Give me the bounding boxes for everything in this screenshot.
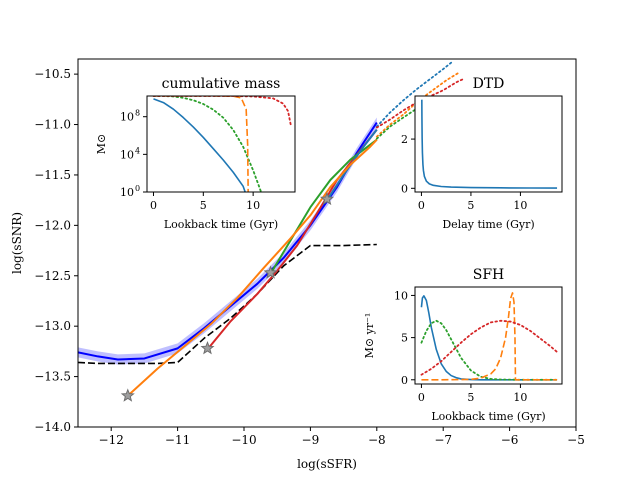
axes-frame bbox=[146, 95, 296, 193]
x-tick-label: −11 bbox=[165, 433, 190, 447]
x-tick-label: 0 bbox=[418, 391, 425, 404]
x-tick-label: 10 bbox=[513, 199, 527, 212]
x-tick-label: −12 bbox=[99, 433, 124, 447]
y-tick-label: −14.0 bbox=[34, 420, 71, 434]
y-tick-label: 10 bbox=[120, 148, 134, 161]
x-tick-label: −5 bbox=[567, 433, 585, 447]
plot-area bbox=[420, 292, 558, 381]
axes-title: DTD bbox=[473, 76, 505, 92]
star-marker-2 bbox=[263, 265, 278, 279]
axes-title: SFH bbox=[473, 267, 505, 283]
series-line-2 bbox=[153, 96, 249, 192]
x-axis-label: Lookback time (Gyr) bbox=[431, 410, 545, 423]
series-line-2 bbox=[206, 128, 378, 351]
y-tick-label: −12.5 bbox=[34, 269, 71, 283]
y-tick-label: 0 bbox=[401, 182, 408, 195]
x-tick-label: −7 bbox=[434, 433, 452, 447]
y-tick-label: −13.5 bbox=[34, 370, 71, 384]
axes-title: cumulative mass bbox=[162, 76, 281, 92]
series-line-3 bbox=[420, 319, 558, 376]
series-line-1 bbox=[420, 319, 558, 381]
dtd-inset: 0 5 10 0 2 DTD Delay time (Gyr) bbox=[401, 76, 563, 231]
x-tick-label: 0 bbox=[150, 199, 157, 212]
y-axis-label: M⊙ bbox=[95, 134, 108, 154]
y-tick-label: 10 bbox=[120, 111, 134, 124]
x-axis-label: Delay time (Gyr) bbox=[442, 218, 534, 231]
series-line-2 bbox=[421, 292, 558, 381]
plot-area bbox=[421, 99, 558, 189]
series-line-0 bbox=[420, 295, 558, 381]
series-line-1 bbox=[78, 243, 377, 365]
y-tick-exponent: 0 bbox=[135, 184, 140, 193]
series-line-5 bbox=[127, 138, 378, 397]
y-tick-exponent: 4 bbox=[135, 146, 140, 155]
x-tick-label: −6 bbox=[501, 433, 519, 447]
star-marker-1 bbox=[200, 340, 215, 355]
x-tick-label: 10 bbox=[246, 199, 260, 212]
y-tick-label: −11.5 bbox=[34, 168, 71, 182]
star-marker-3 bbox=[319, 191, 335, 206]
axes-frame bbox=[414, 286, 563, 385]
y-tick-label: −11.0 bbox=[34, 118, 71, 132]
y-tick-label: −13.0 bbox=[34, 319, 71, 333]
series-line-0 bbox=[421, 99, 558, 189]
axes-frame bbox=[77, 58, 577, 428]
x-tick-label: 10 bbox=[513, 391, 527, 404]
y-tick-label: 10 bbox=[394, 289, 408, 302]
y-tick-label: 10 bbox=[120, 186, 134, 199]
y-tick-label: 2 bbox=[401, 133, 408, 146]
x-tick-label: 5 bbox=[200, 199, 207, 212]
series-line-3 bbox=[269, 138, 378, 275]
axes-frame bbox=[414, 95, 563, 193]
x-axis-label: log(sSFR) bbox=[297, 457, 357, 471]
axes-background bbox=[147, 96, 295, 192]
star-marker-0 bbox=[120, 388, 135, 402]
series-line-0 bbox=[78, 121, 378, 361]
y-tick-label: −10.5 bbox=[34, 67, 71, 81]
x-tick-label: 5 bbox=[467, 199, 474, 212]
axes-background bbox=[415, 96, 562, 192]
series-line-3 bbox=[152, 96, 292, 128]
y-tick-label: 5 bbox=[401, 332, 408, 345]
x-tick-label: −8 bbox=[368, 433, 386, 447]
x-tick-label: −9 bbox=[302, 433, 320, 447]
series-line-6 bbox=[375, 60, 455, 128]
y-tick-label: 0 bbox=[401, 374, 408, 387]
y-axis-label: M⊙ yr⁻¹ bbox=[363, 313, 376, 359]
axes-background bbox=[415, 287, 562, 384]
x-axis-label: Lookback time (Gyr) bbox=[164, 218, 278, 231]
y-tick-exponent: 8 bbox=[135, 109, 140, 118]
series-line-8 bbox=[375, 103, 425, 140]
x-tick-label: −10 bbox=[231, 433, 256, 447]
y-tick-label: −12.0 bbox=[34, 218, 71, 232]
x-tick-label: 5 bbox=[467, 391, 474, 404]
sfh-inset: 0 5 10 0 5 10 SFH Lookback time (Gyr) M⊙ yr⁻¹ bbox=[363, 267, 563, 423]
x-tick-label: 0 bbox=[418, 199, 425, 212]
y-axis-label: log(sSNR) bbox=[10, 212, 24, 274]
series-line-0 bbox=[153, 98, 246, 192]
